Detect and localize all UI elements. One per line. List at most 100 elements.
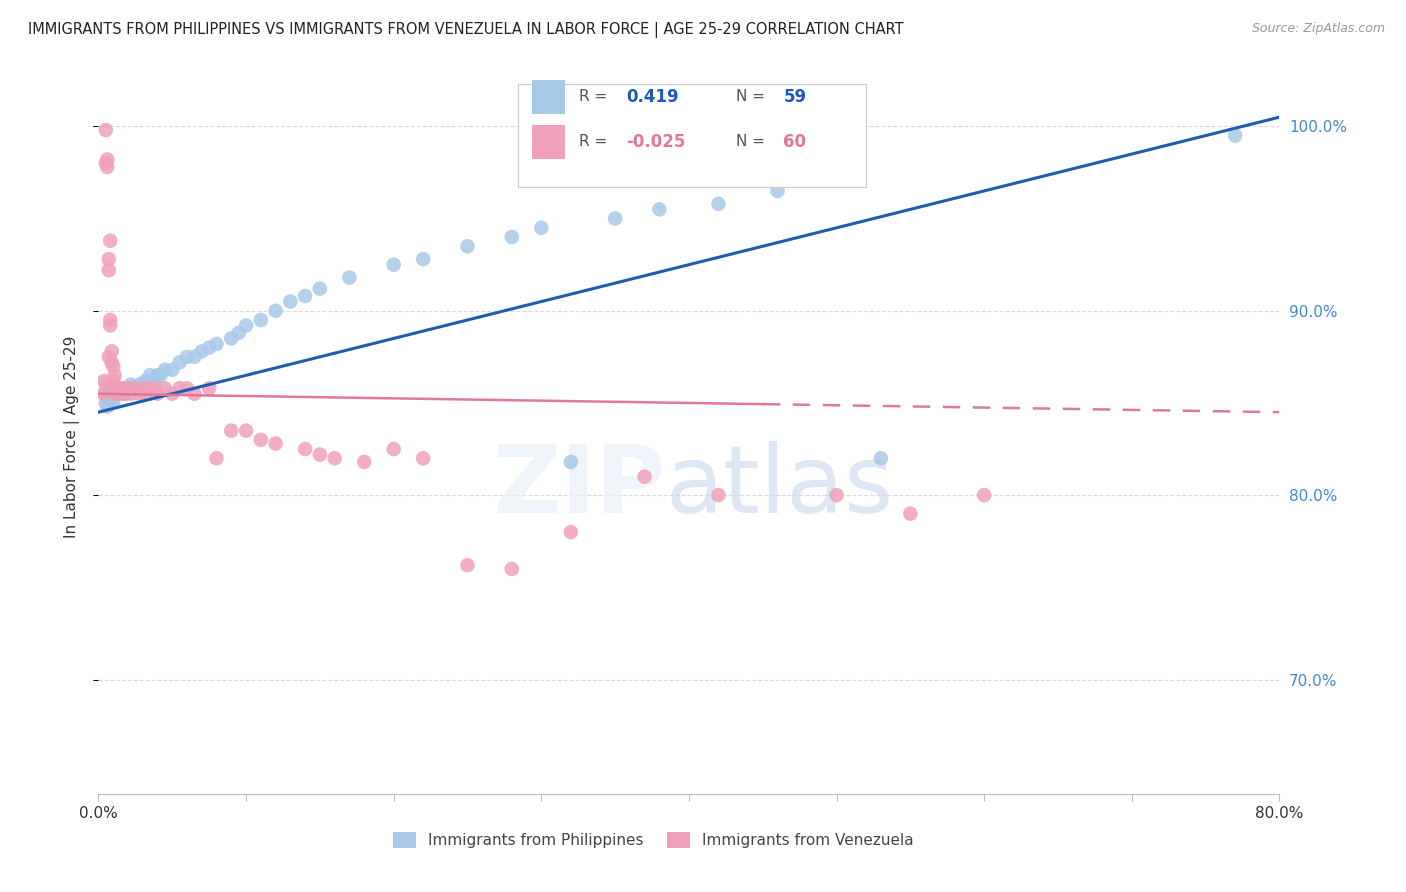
Point: [766, 184, 789, 198]
Text: Source: ZipAtlas.com: Source: ZipAtlas.com: [1251, 22, 1385, 36]
Point: [97, 263, 120, 277]
Point: [169, 381, 191, 395]
Point: [128, 377, 150, 392]
Point: [501, 230, 523, 244]
Point: [98, 386, 121, 401]
Point: [382, 258, 405, 272]
Point: [124, 381, 146, 395]
Point: [97, 381, 120, 395]
Point: [120, 386, 142, 401]
Point: [103, 386, 125, 401]
Point: [264, 303, 287, 318]
Point: [111, 384, 134, 399]
Point: [143, 381, 166, 395]
Point: [114, 386, 136, 401]
Point: [110, 384, 132, 399]
Point: [264, 436, 287, 450]
Point: [294, 442, 316, 456]
Point: [104, 368, 127, 383]
Point: [132, 381, 155, 395]
Point: [412, 252, 434, 267]
Point: [412, 451, 434, 466]
Point: [111, 381, 134, 395]
Text: 59: 59: [783, 87, 807, 105]
Point: [98, 381, 121, 395]
Point: [456, 239, 478, 253]
Point: [112, 381, 135, 395]
Point: [135, 386, 157, 401]
Point: [633, 469, 655, 483]
Point: [146, 386, 169, 401]
Point: [176, 350, 198, 364]
Point: [105, 381, 128, 395]
Point: [228, 326, 250, 340]
Point: [560, 524, 582, 539]
Point: [353, 455, 375, 469]
Point: [323, 451, 346, 466]
Point: [973, 488, 995, 502]
Point: [149, 368, 172, 383]
Point: [132, 377, 155, 392]
Point: [105, 381, 128, 395]
Point: [100, 392, 122, 407]
Point: [339, 270, 360, 285]
Point: [501, 562, 523, 576]
Bar: [531, 79, 565, 114]
Point: [135, 374, 157, 388]
Point: [94, 156, 117, 170]
Point: [869, 451, 891, 466]
Text: atlas: atlas: [665, 441, 894, 533]
Point: [183, 386, 205, 401]
Point: [198, 381, 221, 395]
Point: [139, 368, 162, 383]
Point: [94, 396, 117, 410]
Point: [143, 374, 166, 388]
Point: [382, 442, 405, 456]
Point: [205, 337, 228, 351]
Point: [205, 451, 228, 466]
Point: [250, 433, 273, 447]
Point: [560, 455, 582, 469]
Point: [235, 424, 257, 438]
Point: [110, 386, 132, 401]
Point: [219, 424, 242, 438]
Point: [94, 377, 117, 392]
Point: [153, 363, 176, 377]
Point: [294, 289, 316, 303]
Point: [96, 400, 118, 414]
FancyBboxPatch shape: [517, 84, 866, 187]
Point: [100, 355, 122, 369]
Point: [191, 344, 214, 359]
Point: [707, 488, 730, 502]
Point: [96, 160, 118, 174]
Point: [128, 386, 150, 401]
Point: [530, 220, 553, 235]
Text: 0.419: 0.419: [626, 87, 679, 105]
Point: [108, 386, 131, 401]
Point: [108, 381, 131, 395]
Point: [250, 313, 273, 327]
Point: [278, 294, 302, 309]
Point: [103, 396, 125, 410]
Point: [105, 386, 128, 401]
Point: [605, 211, 627, 226]
Point: [97, 252, 120, 267]
Point: [309, 282, 332, 296]
Point: [169, 355, 191, 369]
Point: [96, 153, 118, 167]
Point: [707, 197, 730, 211]
Point: [648, 202, 671, 217]
Point: [153, 381, 176, 395]
Point: [98, 234, 121, 248]
Point: [94, 123, 117, 137]
Point: [1223, 128, 1246, 143]
Text: 60: 60: [783, 133, 807, 151]
Text: -0.025: -0.025: [626, 133, 686, 151]
Point: [235, 318, 257, 333]
Point: [124, 381, 146, 395]
Point: [114, 386, 136, 401]
Text: N =: N =: [737, 134, 765, 149]
Point: [104, 384, 127, 399]
Point: [97, 350, 120, 364]
Point: [117, 381, 139, 395]
